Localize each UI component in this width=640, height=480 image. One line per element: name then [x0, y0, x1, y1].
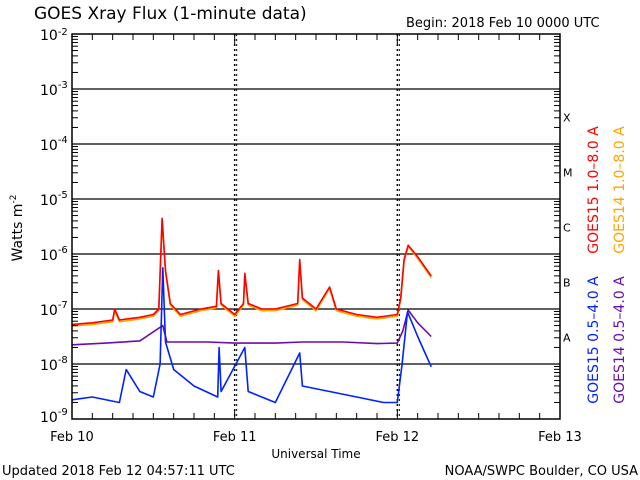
y-tick-label: 10-7 [40, 300, 68, 319]
y-tick-base: 10 [40, 303, 58, 319]
y-tick-label: 10-6 [40, 245, 68, 264]
y-tick-exp: -2 [58, 27, 68, 38]
y-tick-label: 10-8 [40, 355, 68, 374]
legend-entry: GOES14 0.5–4.0 A [612, 276, 628, 404]
x-tick-label: Feb 13 [538, 430, 582, 445]
y-tick-exp: -6 [58, 245, 68, 256]
y-tick-exp: -9 [58, 407, 68, 418]
legend: GOES14 1.0–8.0 A GOES15 1.0–8.0 A GOES14 0… [586, 126, 628, 404]
y-tick-base: 10 [40, 248, 58, 264]
y-tick-label: 10-2 [40, 27, 68, 44]
series-group [71, 217, 432, 404]
flare-class-label: C [563, 222, 571, 235]
series-line [71, 267, 432, 404]
y-tick-base: 10 [40, 28, 58, 44]
footer-updated: Updated 2018 Feb 12 04:57:11 UTC [2, 464, 235, 479]
flare-class-label: A [563, 332, 571, 345]
y-tick-label: 10-9 [40, 407, 68, 426]
x-tick-label: Feb 11 [213, 430, 257, 445]
legend-entry: GOES15 1.0–8.0 A [586, 126, 602, 254]
legend-entry: GOES14 1.0–8.0 A [612, 126, 628, 254]
chart-title: GOES Xray Flux (1-minute data) [34, 4, 307, 24]
series-line [71, 217, 432, 326]
grid [72, 34, 560, 419]
flare-class-label: M [563, 167, 573, 180]
svg-text:Watts m-2: Watts m-2 [9, 195, 26, 262]
y-tick-base: 10 [40, 193, 58, 209]
y-tick-exp: -5 [58, 190, 68, 201]
y-tick-label: 10-4 [40, 135, 68, 154]
y-tick-base: 10 [40, 138, 58, 154]
y-axis-label-text: Watts m [10, 204, 26, 262]
y-tick-exp: -7 [58, 300, 68, 311]
plot-frame [71, 33, 561, 420]
ticks [71, 34, 561, 419]
y-tick-base: 10 [40, 358, 58, 374]
y-axis-label: Watts m-2 [9, 195, 26, 262]
series-line [71, 309, 432, 346]
flare-class-label: X [563, 112, 571, 125]
y-tick-exp: -3 [58, 80, 68, 91]
series-line [71, 219, 432, 327]
flare-class-label: B [563, 277, 571, 290]
footer-credit: NOAA/SWPC Boulder, CO USA [445, 464, 638, 479]
y-tick-base: 10 [40, 410, 58, 426]
y-axis-label-sup: -2 [9, 195, 19, 204]
begin-label: Begin: 2018 Feb 10 0000 UTC [406, 16, 600, 31]
x-tick-label: Feb 12 [375, 430, 419, 445]
y-tick-exp: -4 [58, 135, 68, 146]
x-tick-label: Feb 10 [50, 430, 94, 445]
legend-entry: GOES15 0.5–4.0 A [586, 276, 602, 404]
y-tick-exp: -8 [58, 355, 68, 366]
y-tick-label: 10-5 [40, 190, 68, 209]
x-axis-label: Universal Time [271, 447, 360, 461]
y-tick-base: 10 [40, 83, 58, 99]
y-tick-label: 10-3 [40, 80, 68, 99]
